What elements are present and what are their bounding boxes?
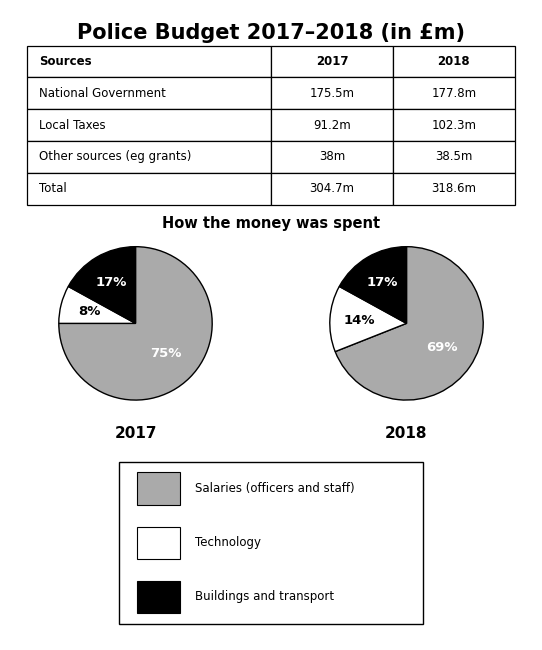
Wedge shape	[68, 246, 136, 324]
Bar	[27, 77, 271, 109]
Bar	[27, 109, 271, 141]
Wedge shape	[59, 247, 212, 400]
Text: Sources: Sources	[39, 55, 92, 68]
Wedge shape	[335, 247, 483, 400]
Text: 2018: 2018	[437, 55, 470, 68]
Text: 91.2m: 91.2m	[313, 118, 351, 131]
Text: 102.3m: 102.3m	[431, 118, 476, 131]
Text: 17%: 17%	[366, 276, 398, 289]
Bar	[393, 173, 515, 205]
Text: 2018: 2018	[385, 426, 428, 441]
Bar	[393, 77, 515, 109]
Text: Local Taxes: Local Taxes	[39, 118, 106, 131]
Text: 304.7m: 304.7m	[309, 182, 354, 195]
Text: Total: Total	[39, 182, 67, 195]
Text: Other sources (eg grants): Other sources (eg grants)	[39, 150, 192, 163]
Text: 8%: 8%	[78, 305, 101, 318]
Bar	[271, 141, 393, 173]
Text: 175.5m: 175.5m	[309, 86, 354, 99]
Wedge shape	[330, 287, 406, 352]
Text: 17%: 17%	[95, 276, 127, 289]
Bar	[393, 141, 515, 173]
Bar	[271, 173, 393, 205]
Text: 14%: 14%	[343, 314, 375, 327]
Text: Police Budget 2017–2018 (in £m): Police Budget 2017–2018 (in £m)	[77, 23, 465, 43]
Bar	[27, 173, 271, 205]
Text: National Government: National Government	[39, 86, 166, 99]
Wedge shape	[339, 246, 406, 324]
Bar	[393, 46, 515, 77]
Text: Salaries (officers and staff): Salaries (officers and staff)	[195, 482, 355, 495]
Text: Technology: Technology	[195, 536, 261, 549]
Bar	[271, 77, 393, 109]
Text: 2017: 2017	[316, 55, 348, 68]
Wedge shape	[59, 287, 136, 324]
Bar	[27, 141, 271, 173]
Bar	[27, 46, 271, 77]
Bar	[271, 46, 393, 77]
Text: 69%: 69%	[425, 341, 457, 354]
Text: 2017: 2017	[114, 426, 157, 441]
Bar	[138, 580, 180, 613]
Text: 38m: 38m	[319, 150, 345, 163]
Bar	[138, 473, 180, 505]
Text: 177.8m: 177.8m	[431, 86, 476, 99]
Text: 318.6m: 318.6m	[431, 182, 476, 195]
Bar	[138, 526, 180, 559]
Text: How the money was spent: How the money was spent	[162, 216, 380, 231]
Bar	[271, 109, 393, 141]
Text: 75%: 75%	[150, 346, 181, 359]
Text: 38.5m: 38.5m	[435, 150, 473, 163]
Bar	[393, 109, 515, 141]
Text: Buildings and transport: Buildings and transport	[195, 590, 334, 603]
